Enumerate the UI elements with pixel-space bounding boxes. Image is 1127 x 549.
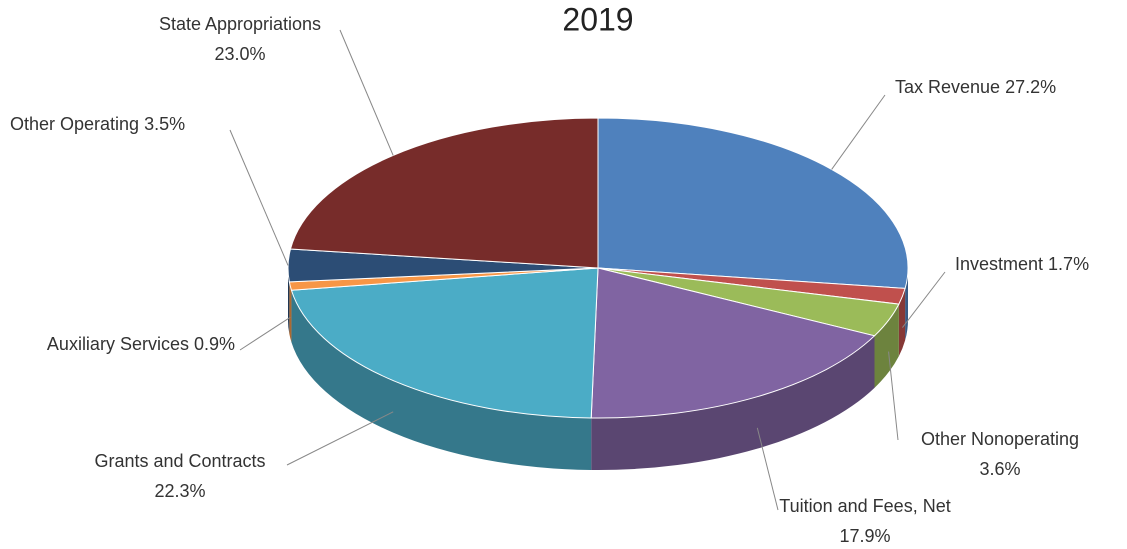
category-label: Tax Revenue bbox=[895, 77, 1000, 97]
leader-line bbox=[888, 351, 899, 441]
value-label: 17.9% bbox=[839, 526, 890, 546]
slice-side bbox=[898, 288, 906, 357]
data-label: Other Nonoperating 3.6% bbox=[921, 429, 1079, 479]
category-label: Auxiliary Services bbox=[47, 334, 189, 354]
leader-line bbox=[339, 29, 394, 156]
leader-line bbox=[286, 411, 394, 466]
slice-side bbox=[591, 335, 875, 471]
category-label: Other Operating bbox=[10, 114, 139, 134]
data-label: Tuition and Fees, Net 17.9% bbox=[779, 496, 950, 546]
slice-side bbox=[874, 304, 899, 388]
slice-side bbox=[291, 290, 592, 470]
value-label: 22.3% bbox=[154, 481, 205, 501]
leader-line bbox=[902, 271, 946, 328]
value-label: 3.5% bbox=[144, 114, 185, 134]
category-label: Tuition and Fees, Net bbox=[779, 496, 950, 516]
value-label: 27.2% bbox=[1005, 77, 1056, 97]
slice-side bbox=[289, 281, 292, 343]
chart-title: 2019 bbox=[562, 1, 633, 37]
data-label: State Appropriations 23.0% bbox=[159, 14, 321, 64]
data-label: Tax Revenue 27.2% bbox=[895, 77, 1056, 97]
data-label: Investment 1.7% bbox=[955, 254, 1089, 274]
leader-line bbox=[229, 129, 289, 266]
slice bbox=[290, 267, 599, 419]
value-label: 1.7% bbox=[1048, 254, 1089, 274]
category-label: Investment bbox=[955, 254, 1043, 274]
data-label: Other Operating 3.5% bbox=[10, 114, 185, 134]
slice bbox=[289, 117, 599, 269]
value-label: 0.9% bbox=[194, 334, 235, 354]
leader-line bbox=[831, 94, 886, 170]
slice-side bbox=[288, 268, 290, 334]
slice bbox=[590, 267, 876, 419]
slice bbox=[597, 117, 909, 289]
value-label: 23.0% bbox=[214, 44, 265, 64]
category-label: Grants and Contracts bbox=[94, 451, 265, 471]
data-label: Auxiliary Services 0.9% bbox=[47, 334, 235, 354]
data-label: Grants and Contracts 22.3% bbox=[94, 451, 265, 501]
category-label: State Appropriations bbox=[159, 14, 321, 34]
value-label: 3.6% bbox=[979, 459, 1020, 479]
leader-line bbox=[756, 427, 779, 511]
category-label: Other Nonoperating bbox=[921, 429, 1079, 449]
leader-line bbox=[239, 316, 291, 351]
